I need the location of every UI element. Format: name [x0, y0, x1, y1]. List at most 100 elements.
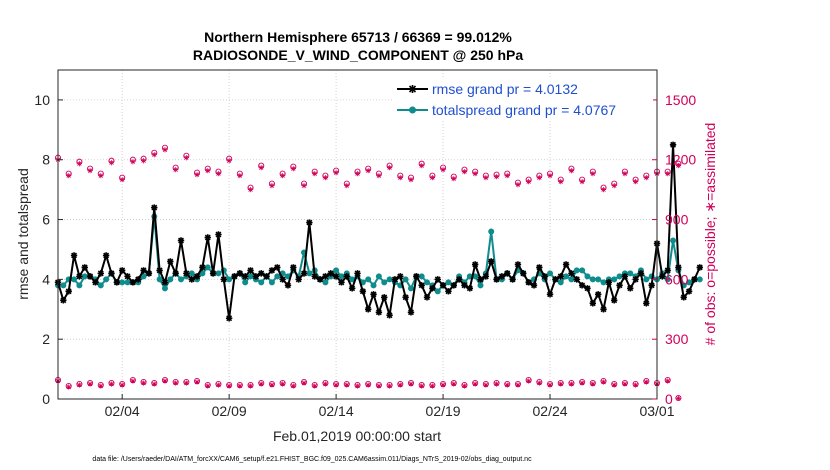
obs-assimilated-low-44: [526, 378, 532, 384]
obs-assimilated-high-51: [600, 187, 607, 193]
rmse-point-33: [231, 273, 238, 280]
obs-assimilated-high-23: [301, 183, 307, 189]
obs-assimilated-low-3: [87, 381, 93, 387]
x-axis-label: Feb.01,2019 00:00:00 start: [273, 428, 441, 444]
totalspread-point-27: [199, 270, 206, 277]
chart-title-line1: Northern Hemisphere 65713 / 66369 = 99.0…: [204, 29, 512, 45]
obs-assimilated-high-28: [354, 171, 361, 177]
obs-assimilated-high-31: [386, 165, 393, 171]
obs-assimilated-high-7: [130, 159, 136, 165]
rmse-point-85: [509, 276, 516, 283]
rmse-point-46: [300, 270, 308, 277]
rmse-point-2: [65, 288, 72, 295]
chart-title-line2: RADIOSONDE_V_WIND_COMPONENT @ 250 hPa: [193, 47, 523, 63]
rmse-point-5: [81, 264, 88, 271]
plot-frame: [57, 69, 658, 400]
right-tick-label-0: 0: [665, 391, 673, 407]
obs-assimilated-low-26: [333, 382, 339, 388]
totalspread-point-66: [407, 285, 414, 292]
rmse-point-102: [600, 306, 607, 313]
obs-assimilated-high-9: [151, 152, 157, 158]
rmse-point-93: [552, 276, 559, 283]
obs-assimilated-high-20: [269, 183, 275, 189]
left-tick-label-4: 8: [42, 152, 50, 168]
obs-assimilated-low-43: [515, 382, 521, 388]
obs-assimilated-high-17: [237, 173, 243, 179]
totalspread-point-104: [611, 276, 618, 283]
rmse-point-57: [359, 288, 367, 295]
rmse-point-26: [193, 273, 201, 280]
totalspread-point-96: [568, 276, 575, 283]
rmse-point-49: [316, 276, 324, 283]
rmse-point-40: [268, 267, 276, 274]
rmse-point-88: [525, 279, 532, 286]
obs-assimilated-low-16: [226, 383, 232, 389]
obs-assimilated-high-19: [258, 165, 264, 171]
rmse-point-52: [332, 273, 340, 280]
obs-assimilated-low-10: [162, 378, 168, 384]
totalspread-point-13: [124, 279, 131, 286]
obs-assimilated-high-15: [215, 171, 222, 177]
totalspread-point-60: [375, 273, 382, 280]
rmse-point-78: [471, 261, 479, 268]
x-tick-label-0: 02/04: [105, 403, 140, 419]
x-tick-label-5: 03/01: [639, 403, 674, 419]
rmse-point-65: [402, 294, 409, 301]
totalspread-point-95: [563, 273, 570, 280]
rmse-point-83: [498, 273, 506, 280]
obs-assimilated-high-8: [140, 158, 147, 164]
totalspread-point-81: [488, 228, 495, 235]
obs-assimilated-low-15: [215, 382, 222, 388]
rmse-point-7: [92, 279, 99, 286]
totalspread-point-53: [338, 273, 345, 280]
rmse-point-1: [60, 297, 67, 304]
totalspread-point-110: [643, 276, 650, 283]
totalspread-point-61: [381, 279, 388, 286]
rmse-point-63: [391, 276, 399, 283]
rmse-point-97: [573, 276, 580, 283]
rmse-point-62: [386, 312, 393, 319]
rmse-point-36: [247, 267, 254, 274]
totalspread-point-40: [268, 279, 275, 286]
totalspread-point-9: [103, 276, 110, 283]
rmse-point-42: [279, 276, 286, 283]
rmse-point-77: [466, 285, 474, 292]
obs-assimilated-low-51: [600, 379, 607, 385]
obs-assimilated-low-17: [237, 383, 243, 389]
right-axis: 0 300 600 900 1200 1500: [652, 92, 696, 407]
obs-assimilated-high-52: [611, 183, 617, 189]
rmse-point-4: [76, 273, 83, 280]
plot-area: [58, 70, 657, 399]
totalspread-point-114: [664, 276, 671, 283]
obs-assimilated-high-14: [205, 168, 211, 174]
totalspread-point-36: [247, 273, 254, 280]
obs-assimilated-low-41: [493, 381, 500, 387]
rmse-point-10: [108, 270, 115, 277]
totalspread-point-55: [349, 276, 356, 283]
rmse-point-11: [113, 279, 121, 286]
rmse-point-17: [145, 270, 153, 277]
obs-assimilated-high-50: [590, 171, 596, 177]
rmse-point-82: [493, 276, 500, 283]
rmse-point-72: [439, 282, 447, 289]
rmse-point-86: [514, 261, 522, 268]
obs-assimilated-low-14: [205, 383, 211, 389]
rmse-point-48: [311, 273, 318, 280]
rmse-series: [54, 141, 703, 322]
rmse-point-8: [97, 270, 104, 277]
legend-rmse-marker: [408, 85, 417, 93]
rmse-point-29: [209, 270, 217, 277]
totalspread-point-115: [670, 237, 677, 244]
rmse-point-14: [129, 279, 137, 286]
obs-assimilated-high-48: [568, 168, 575, 174]
rmse-point-58: [364, 306, 372, 313]
rmse-point-74: [450, 282, 457, 289]
obs-assimilated-high-16: [226, 158, 232, 164]
obs-assimilated-low-18: [247, 383, 254, 389]
obs-assimilated-low-8: [140, 380, 147, 386]
totalspread-point-97: [573, 267, 580, 274]
rmse-point-110: [643, 300, 650, 307]
obs-assimilated-high-2: [76, 161, 82, 167]
rmse-point-76: [461, 282, 468, 289]
